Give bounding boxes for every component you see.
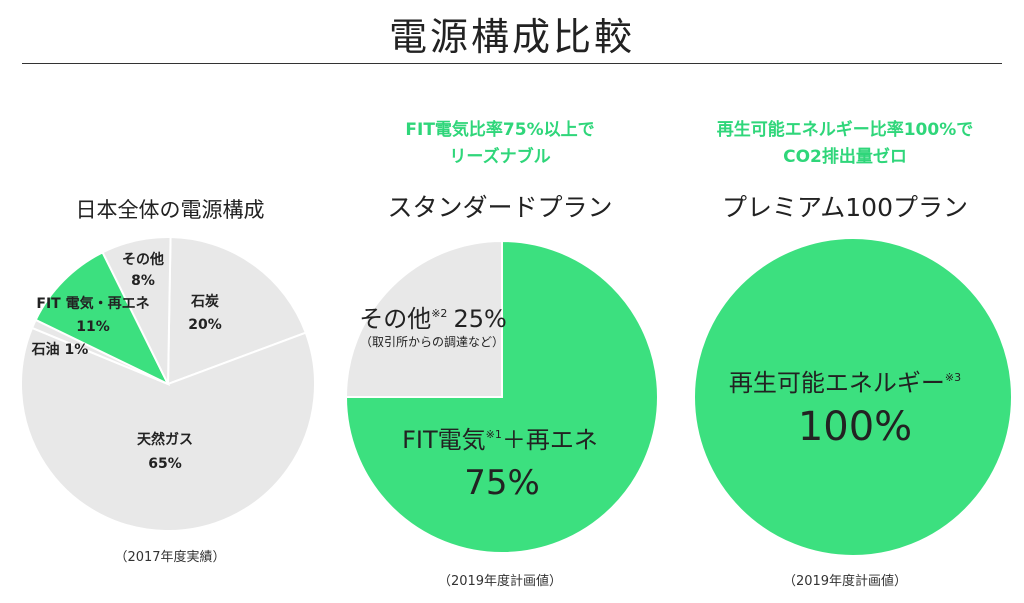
chart3-tagline-line1: 再生可能エネルギー比率100%で [716,120,974,140]
c1-fit-label: FIT 電気・再エネ [36,295,149,312]
chart2-tagline: FIT電気比率75%以上で リーズナブル [300,117,700,171]
chart3-tagline: 再生可能エネルギー比率100%で CO2排出量ゼロ [645,117,1024,171]
c1-coal-label: 石炭 [190,293,219,310]
chart1-title: 日本全体の電源構成 [75,198,265,222]
c1-coal-value: 20% [188,317,222,333]
c1-other-label: その他 [122,251,164,268]
chart2-note: （2019年度計画値） [437,574,563,589]
pie-slice-2-other [344,239,503,398]
chart1-note: （2017年度実績） [114,550,226,565]
c2-fit-value: 75% [464,463,540,503]
chart2-tagline-line2: リーズナブル [449,147,551,167]
page-title: 電源構成比較 [388,15,635,59]
c1-lng-label: 天然ガス [137,431,193,448]
pie-slice-1-coal [166,236,308,386]
chart3-tagline-line2: CO2排出量ゼロ [783,147,907,167]
chart2-title: スタンダードプラン [387,193,613,222]
chart2-pie: その他※2 25% （取引所からの調達など） FIT電気※1＋再エネ 75% [344,239,659,554]
pie-slice-1-other [101,236,172,385]
c1-other-value: 8% [131,273,155,289]
title-divider [22,63,1002,64]
c3-renewable-label: 再生可能エネルギー※3 [729,369,961,397]
c1-oil-label: 石油 1% [31,341,89,358]
c3-renewable-value: 100% [798,404,912,450]
chart3-pie: 再生可能エネルギー※3 100% [693,237,1013,557]
pie-slice-2-fit [344,239,659,554]
pie-slice-3-renewable [693,237,1013,557]
chart1-pie: 石炭 20% 天然ガス 65% 石油 1% FIT 電気・再エネ 11% その他… [20,236,316,532]
c2-other-sublabel: （取引所からの調達など） [360,335,504,349]
chart2-tagline-line1: FIT電気比率75%以上で [405,120,595,140]
c1-lng-value: 65% [148,456,182,472]
chart3-title: プレミアム100プラン [722,193,968,222]
c1-fit-value: 11% [76,319,110,335]
c2-other-label: その他※2 25% [359,305,507,333]
pie-slice-1-fit [34,251,171,387]
pie-slice-1-lng [20,326,316,532]
chart3-note: （2019年度計画値） [782,574,908,589]
c2-fit-label: FIT電気※1＋再エネ [402,426,598,454]
